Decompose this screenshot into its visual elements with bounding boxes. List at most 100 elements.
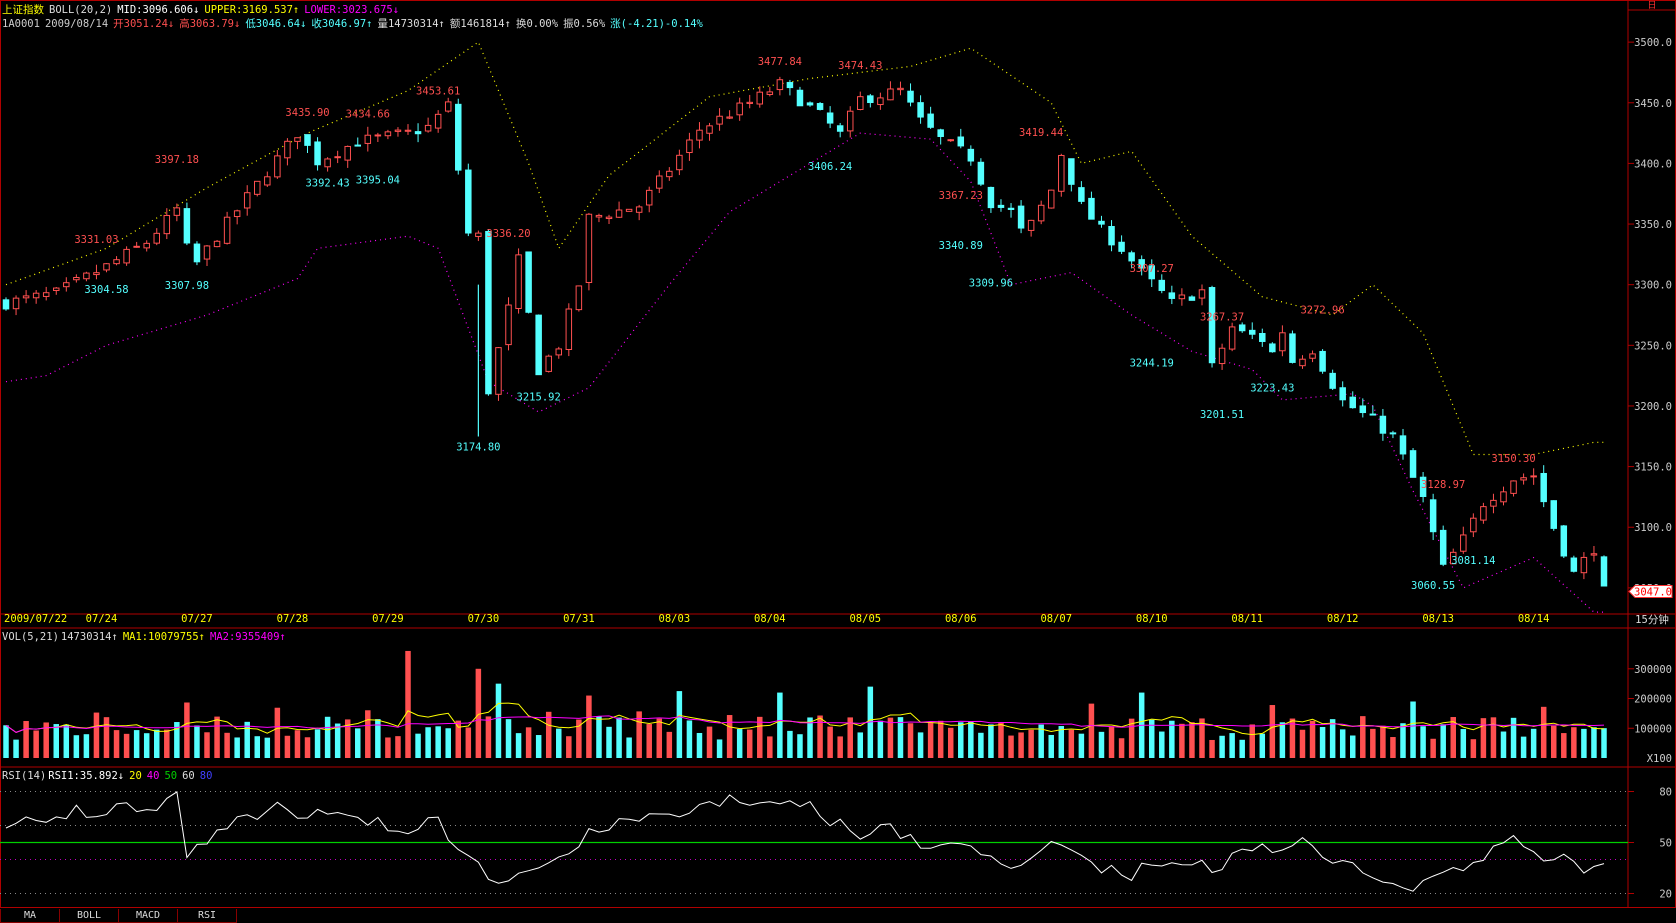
candle-body: [997, 204, 1005, 208]
candle-body: [264, 176, 271, 186]
volume-bar: [716, 739, 723, 758]
date-axis-label: 07/30: [468, 613, 500, 625]
candle-body: [1319, 350, 1326, 372]
tab-ma[interactable]: MA: [0, 909, 60, 923]
volume-bar: [274, 707, 281, 758]
date-axis-label: 07/24: [86, 613, 118, 625]
candle-body: [846, 110, 854, 132]
volume-bar: [83, 734, 90, 758]
candle-body: [1037, 204, 1045, 222]
vol-tick-label: 300000: [1634, 664, 1672, 676]
low-point-label: 3244.19: [1130, 357, 1174, 369]
candle-body: [1218, 347, 1226, 365]
volume-bar: [1551, 725, 1557, 758]
candle-body: [1329, 372, 1336, 389]
candle-body: [1118, 241, 1125, 252]
volume-bar: [224, 732, 230, 758]
candle-body: [867, 95, 874, 104]
candle-body: [1369, 413, 1377, 416]
candle-body: [1439, 529, 1447, 565]
high-point-label: 3397.18: [155, 154, 199, 166]
amount-value: 额1461814↑: [449, 18, 511, 30]
boll-params: BOLL(20,2): [49, 4, 113, 16]
candle-body: [314, 141, 321, 166]
volume-bar: [365, 710, 371, 758]
high-point-label: 3150.30: [1491, 453, 1535, 465]
high-point-label: 3367.23: [939, 190, 983, 202]
candle-body: [294, 137, 301, 142]
volume-header: VOL(5,21) 14730314↑ MA1:10079755↑ MA2:93554…: [2, 631, 291, 644]
price-tick-label: 3500.0: [1634, 37, 1672, 49]
volume-bar: [1561, 733, 1567, 758]
vol-ma1: MA1:10079755↑: [122, 631, 205, 643]
low-point-label: 3340.89: [939, 240, 983, 252]
volume-bar: [1199, 718, 1205, 758]
volume-bar: [736, 729, 743, 758]
candle-body: [1560, 525, 1568, 557]
candle-body: [887, 88, 894, 101]
tab-boll[interactable]: BOLL: [59, 909, 119, 923]
volume-bar: [254, 736, 261, 758]
volume-bar: [1480, 718, 1487, 758]
vol-value: 14730314↑: [60, 631, 118, 643]
candle-body: [1158, 279, 1166, 291]
candle-body: [796, 89, 804, 107]
volume-bar: [385, 737, 391, 758]
candle-body: [1409, 450, 1417, 478]
candle-body: [223, 216, 231, 244]
volume-bar: [1360, 716, 1366, 758]
candle-body: [877, 97, 884, 106]
candle-body: [676, 154, 683, 171]
volume-bar: [294, 730, 301, 758]
amplitude-value: 振0.56%: [563, 18, 606, 30]
volume-bar: [656, 718, 663, 758]
tab-rsi[interactable]: RSI: [177, 909, 237, 923]
candle-body: [686, 139, 693, 154]
volume-bar: [53, 724, 59, 758]
volume-bar: [1530, 728, 1537, 758]
volume-bar: [1450, 717, 1456, 758]
volume-bar: [344, 719, 351, 758]
volume-bar: [1279, 722, 1286, 758]
candle-body: [394, 129, 402, 132]
low-price: 低3046.64↓: [245, 18, 307, 30]
index-name[interactable]: 上证指数: [2, 4, 44, 16]
candle-body: [1540, 472, 1547, 503]
last-price-text: 3047.0: [1634, 587, 1672, 599]
rsi-tick-label: 50: [1659, 838, 1672, 850]
volume-bar: [264, 737, 271, 758]
stock-code: 1A0001: [2, 18, 40, 30]
candle-body: [1108, 226, 1115, 246]
candle-body: [1047, 189, 1055, 209]
volume-bar: [63, 724, 70, 758]
volume-bar: [1088, 703, 1095, 758]
volume-bar: [1078, 733, 1085, 758]
volume-bar: [133, 730, 140, 758]
volume-bar: [143, 733, 150, 758]
date-axis-label: 08/06: [945, 613, 977, 625]
candle-body: [465, 169, 472, 234]
candle-body: [1309, 353, 1316, 359]
candle-body: [806, 102, 814, 106]
high-point-label: 3336.20: [486, 228, 530, 240]
volume-bar: [535, 735, 542, 758]
volume-bar: [1430, 738, 1436, 758]
high-point-label: 3435.90: [285, 107, 329, 119]
vol-tick-label: 200000: [1634, 694, 1672, 706]
volume-bar: [1349, 735, 1356, 758]
candle-body: [93, 272, 100, 276]
candle-body: [1017, 205, 1025, 229]
low-point-label: 3309.96: [969, 278, 1013, 290]
volume-bar: [314, 729, 321, 758]
candle-body: [1068, 158, 1075, 185]
volume-bar: [1229, 733, 1235, 758]
candle-body: [444, 101, 452, 112]
date-axis-label: 08/04: [754, 613, 786, 625]
candle-body: [143, 242, 150, 249]
high-point-label: 3307.27: [1130, 263, 1174, 275]
candle-body: [1188, 296, 1196, 301]
high-point-label: 3267.37: [1200, 311, 1244, 323]
tab-macd[interactable]: MACD: [118, 909, 178, 923]
volume-bar: [23, 721, 29, 758]
volume-bar: [968, 721, 974, 758]
